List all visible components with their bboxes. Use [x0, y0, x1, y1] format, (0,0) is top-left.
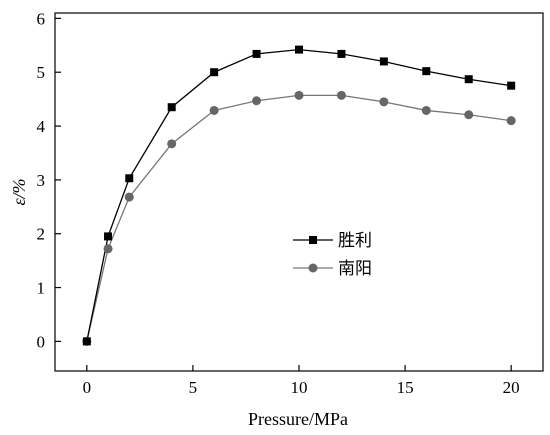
data-point-square: [210, 68, 219, 77]
series-line-0: [86, 48, 512, 342]
legend-marker-nanyang: [308, 263, 318, 273]
legend-marker-shengli: [309, 236, 317, 244]
series-markers: [82, 45, 516, 346]
data-point-square: [379, 57, 388, 66]
data-point-circle: [124, 192, 134, 202]
data-point-circle: [421, 105, 431, 115]
y-tick-label: 0: [37, 332, 46, 351]
x-tick-label: 15: [397, 378, 414, 397]
data-point-square: [104, 232, 113, 241]
data-point-square: [82, 337, 91, 346]
data-point-square: [167, 103, 176, 112]
legend-label-nanyang: 南阳: [338, 259, 372, 279]
y-tick-label: 1: [37, 279, 46, 298]
series-line-1: [86, 94, 512, 342]
y-tick-label: 2: [37, 225, 46, 244]
data-point-square: [252, 49, 261, 58]
x-tick-label: 5: [189, 378, 198, 397]
data-point-square: [464, 75, 473, 84]
data-point-square: [337, 49, 346, 58]
data-point-circle: [167, 139, 177, 149]
data-point-square: [507, 81, 516, 90]
axis-ticks: 0 5 10 15 20 0 1 2 3 4 5 6: [37, 9, 520, 397]
y-axis-title: ε/%: [9, 178, 29, 205]
data-point-circle: [103, 244, 113, 254]
x-tick-label: 0: [83, 378, 92, 397]
x-tick-label: 10: [291, 378, 308, 397]
legend: 胜利 南阳: [293, 231, 372, 279]
data-point-square: [422, 67, 431, 76]
y-tick-label: 6: [37, 9, 46, 28]
data-point-circle: [336, 90, 346, 100]
plot-frame: [54, 12, 544, 372]
legend-label-shengli: 胜利: [338, 231, 372, 251]
y-tick-label: 4: [37, 117, 46, 136]
data-point-circle: [252, 96, 262, 106]
data-point-circle: [506, 116, 516, 126]
data-point-circle: [379, 97, 389, 107]
y-tick-label: 5: [37, 63, 46, 82]
x-axis-title: Pressure/MPa: [248, 409, 348, 429]
data-point-circle: [464, 110, 474, 120]
data-point-circle: [209, 105, 219, 115]
x-tick-label: 20: [503, 378, 520, 397]
data-point-circle: [294, 90, 304, 100]
data-point-square: [125, 174, 134, 183]
data-point-square: [295, 45, 303, 54]
series-lines: [86, 48, 512, 342]
y-tick-label: 3: [37, 171, 46, 190]
